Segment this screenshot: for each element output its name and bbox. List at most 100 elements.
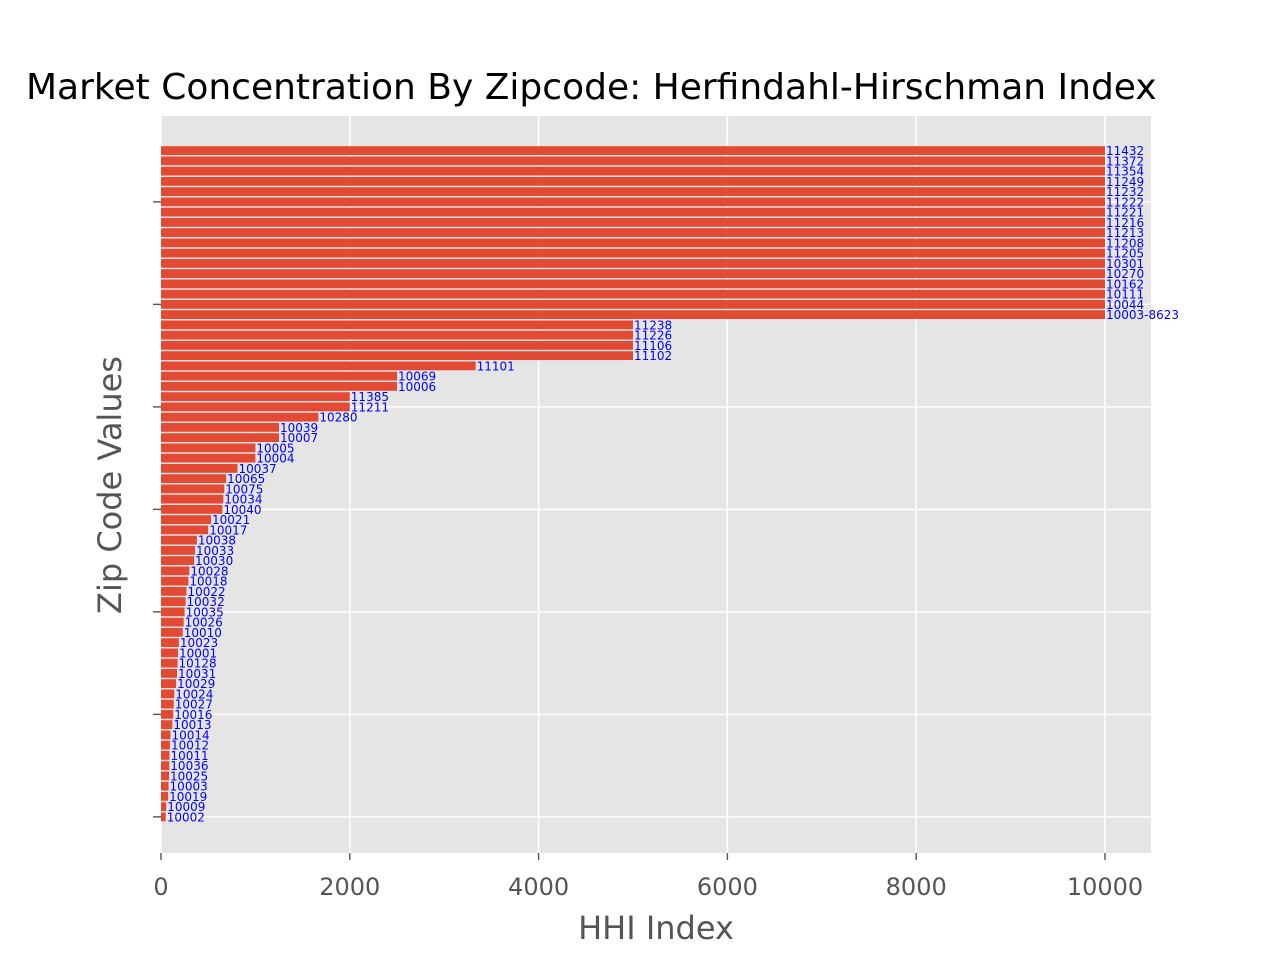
bar-label: 10014 [171, 728, 209, 742]
bar [161, 791, 169, 801]
bar [161, 771, 170, 781]
bar-label: 11432 [1106, 144, 1144, 158]
bar [161, 381, 397, 391]
bar [161, 474, 227, 484]
bar-label: 10038 [198, 534, 236, 548]
bar [161, 402, 350, 412]
bar [161, 269, 1105, 279]
bar-label: 11208 [1106, 236, 1144, 250]
bar-label: 10033 [196, 544, 234, 558]
bar [161, 248, 1105, 258]
bar-label: 10035 [186, 605, 224, 619]
bar-label: 11101 [477, 359, 515, 373]
bar [161, 289, 1105, 299]
bar-label: 10016 [174, 708, 212, 722]
bar-label: 10036 [170, 759, 208, 773]
bar-label: 10028 [190, 564, 228, 578]
bar-label: 10005 [256, 441, 294, 455]
x-tick-label: 4000 [508, 873, 569, 901]
bar-label: 10065 [227, 472, 265, 486]
bar-label: 10301 [1106, 257, 1144, 271]
bar [161, 238, 1105, 248]
bar-label: 10027 [175, 698, 213, 712]
bar-label: 10006 [398, 380, 436, 394]
bar-label: 11249 [1106, 175, 1144, 189]
bar-label: 11385 [351, 390, 389, 404]
bar-label: 10017 [209, 523, 247, 537]
bar [161, 617, 184, 627]
bar-label: 11232 [1106, 185, 1144, 199]
bar [161, 689, 175, 699]
bar [161, 699, 174, 709]
bar [161, 750, 170, 760]
bar [161, 187, 1105, 197]
bar [161, 258, 1105, 268]
bar [161, 627, 183, 637]
bar-label: 11216 [1106, 216, 1144, 230]
bar [161, 330, 633, 340]
bar [161, 279, 1105, 289]
bar-label: 10040 [223, 503, 261, 517]
x-tick-label: 6000 [697, 873, 758, 901]
bar-label: 10280 [319, 411, 357, 425]
bar-label: 10007 [280, 431, 318, 445]
bar-label: 10022 [187, 585, 225, 599]
bar-label: 10003 [170, 780, 208, 794]
bar [161, 299, 1105, 309]
bar-label: 10034 [224, 493, 262, 507]
bar-label: 10111 [1106, 288, 1144, 302]
bar [161, 586, 187, 596]
bar-label: 10026 [185, 616, 223, 630]
bar-label: 11213 [1106, 226, 1144, 240]
bar-label: 10009 [167, 800, 205, 814]
bar [161, 340, 633, 350]
bar [161, 351, 633, 361]
bar [161, 658, 178, 668]
bar-label: 10012 [171, 739, 209, 753]
bar-label: 10029 [177, 677, 215, 691]
bar [161, 433, 279, 443]
bar [161, 361, 476, 371]
bar-label: 10001 [179, 646, 217, 660]
bar-label: 10030 [195, 554, 233, 568]
bar [161, 228, 1105, 238]
bar [161, 761, 170, 771]
bar-label: 10044 [1106, 298, 1144, 312]
bar [161, 812, 166, 822]
bar [161, 453, 256, 463]
bar [161, 422, 279, 432]
bar-label: 10018 [189, 575, 227, 589]
bar [161, 597, 186, 607]
bar [161, 392, 350, 402]
bar [161, 668, 178, 678]
bar [161, 566, 190, 576]
bar [161, 197, 1105, 207]
bar-label: 11372 [1106, 154, 1144, 168]
x-tick-label: 2000 [319, 873, 380, 901]
bar-label: 11222 [1106, 195, 1144, 209]
bar-label: 11106 [634, 339, 672, 353]
bar [161, 494, 224, 504]
bar [161, 176, 1105, 186]
x-tick-label: 8000 [886, 873, 947, 901]
bar [161, 166, 1105, 176]
bar [161, 443, 256, 453]
bar [161, 320, 633, 330]
bar-label: 10037 [238, 462, 276, 476]
bar-label: 10024 [175, 687, 213, 701]
bar [161, 146, 1105, 156]
bar-labels: 1000210009100191000310025100361001110012… [167, 144, 1179, 824]
bar-label: 10003-8623 [1106, 308, 1179, 322]
bar-label: 11221 [1106, 206, 1144, 220]
bar-label: 10023 [180, 636, 218, 650]
bar-label: 10010 [184, 626, 222, 640]
bar-label: 10075 [225, 482, 263, 496]
bar [161, 638, 179, 648]
bar-label: 10069 [398, 370, 436, 384]
bar [161, 709, 174, 719]
bar-label: 10025 [170, 769, 208, 783]
bar [161, 730, 171, 740]
bar-label: 10128 [179, 657, 217, 671]
bar-label: 10004 [256, 452, 294, 466]
bar [161, 720, 173, 730]
